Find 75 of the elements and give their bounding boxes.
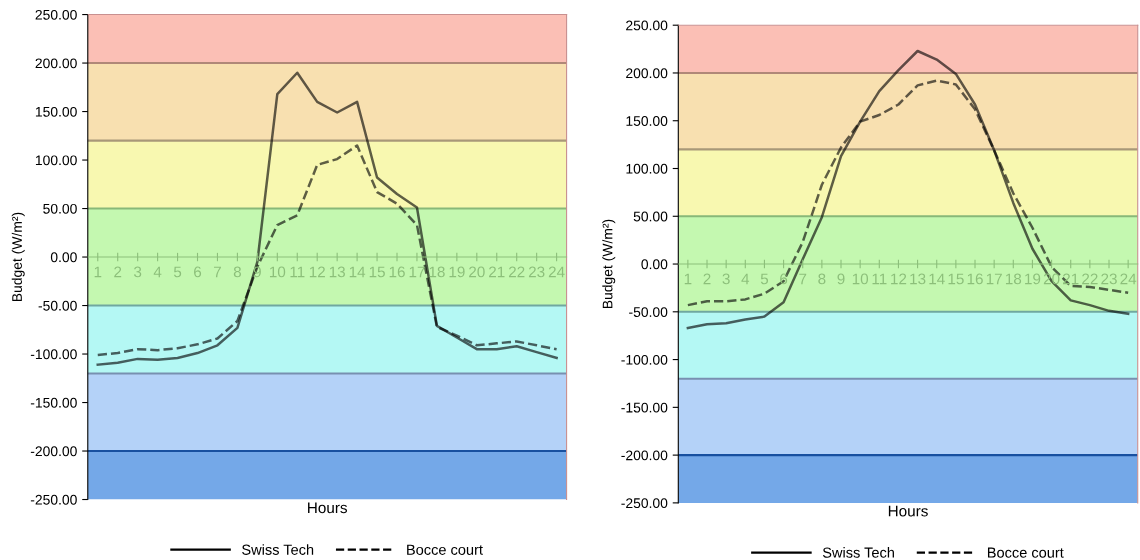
x-tick-label: 21 (1062, 273, 1079, 285)
x-tick-label: 11 (290, 266, 305, 278)
x-tick-label: 14 (929, 273, 945, 285)
y-tick-label: -50.00 (38, 300, 77, 311)
x-tick-label: 21 (489, 266, 505, 278)
x-tick-label: 18 (429, 266, 445, 278)
y-tick-label: 0.00 (50, 252, 77, 263)
y-tick-label: 250.00 (35, 9, 77, 20)
x-tick-label: 7 (213, 266, 221, 278)
x-tick-label: 24 (1120, 273, 1137, 285)
x-tick-label: 12 (309, 266, 325, 278)
x-tick-label: 1 (684, 273, 692, 285)
legend-label: Swiss Tech (822, 547, 894, 558)
x-tick-label: 17 (409, 266, 425, 278)
x-tick-label: 1 (94, 266, 102, 278)
x-tick-label: 4 (741, 273, 750, 285)
x-tick-label: 20 (469, 266, 485, 278)
y-tick-label: -250.00 (30, 494, 77, 505)
y-tick-label: -200.00 (30, 446, 77, 457)
y-tick-label: -200.00 (621, 450, 668, 461)
x-tick-label: 11 (872, 273, 887, 285)
x-tick-label: 10 (852, 273, 869, 285)
x-tick-label: 13 (910, 273, 926, 285)
x-tick-label: 14 (349, 266, 366, 278)
x-tick-label: 9 (837, 273, 845, 285)
x-tick-label: 2 (114, 266, 122, 278)
x-axis-title: Hours (308, 502, 348, 514)
x-tick-label: 22 (1082, 273, 1098, 285)
x-tick-label: 15 (369, 266, 385, 278)
y-tick-label: 50.00 (43, 203, 77, 214)
x-tick-label: 24 (548, 266, 565, 278)
y-tick-label: -150.00 (621, 402, 668, 413)
y-tick-label: 100.00 (626, 163, 668, 174)
y-tick-label: -150.00 (30, 397, 77, 408)
y-tick-label: -250.00 (621, 498, 668, 509)
y-tick-label: 250.00 (626, 20, 668, 31)
legend-label: Bocce court (987, 547, 1064, 558)
x-tick-label: 13 (329, 266, 345, 278)
x-tick-label: 6 (194, 266, 202, 278)
x-tick-label: 7 (799, 273, 807, 285)
legend-label: Bocce court (407, 544, 483, 555)
x-tick-label: 23 (1101, 273, 1117, 285)
x-tick-label: 19 (449, 266, 465, 278)
y-tick-label: 200.00 (35, 58, 77, 69)
y-tick-label: 50.00 (633, 211, 668, 222)
x-tick-label: 22 (508, 266, 525, 278)
x-tick-label: 8 (818, 273, 826, 285)
x-tick-label: 8 (233, 266, 241, 278)
y-tick-label: 200.00 (626, 68, 668, 79)
y-tick-label: -50.00 (629, 307, 668, 317)
y-tick-label: 100.00 (35, 155, 77, 166)
x-tick-label: 19 (1025, 273, 1041, 285)
y-tick-label: -100.00 (621, 354, 668, 365)
x-tick-label: 12 (891, 273, 907, 285)
y-tick-label: -100.00 (30, 349, 77, 360)
y-tick-label: 150.00 (626, 116, 668, 126)
y-axis-title: Budget (W/m²) (602, 219, 616, 309)
x-tick-label: 3 (722, 273, 730, 285)
y-axis-title: Budget (W/m²) (11, 212, 25, 302)
x-tick-label: 15 (948, 273, 964, 285)
x-tick-label: 16 (389, 266, 405, 278)
x-tick-label: 16 (967, 273, 983, 285)
x-tick-label: 4 (153, 266, 162, 278)
x-tick-label: 5 (760, 273, 769, 285)
x-tick-label: 17 (986, 273, 1002, 285)
x-tick-label: 5 (173, 266, 182, 278)
x-tick-label: 10 (269, 266, 286, 278)
x-axis-title: Hours (888, 505, 928, 517)
x-tick-label: 2 (703, 273, 711, 285)
x-tick-label: 18 (1005, 273, 1022, 285)
y-tick-label: 0.00 (641, 259, 668, 270)
legend-label: Swiss Tech (242, 544, 314, 555)
x-tick-label: 23 (528, 266, 545, 278)
y-tick-label: 150.00 (35, 106, 77, 117)
x-tick-label: 3 (133, 266, 142, 278)
